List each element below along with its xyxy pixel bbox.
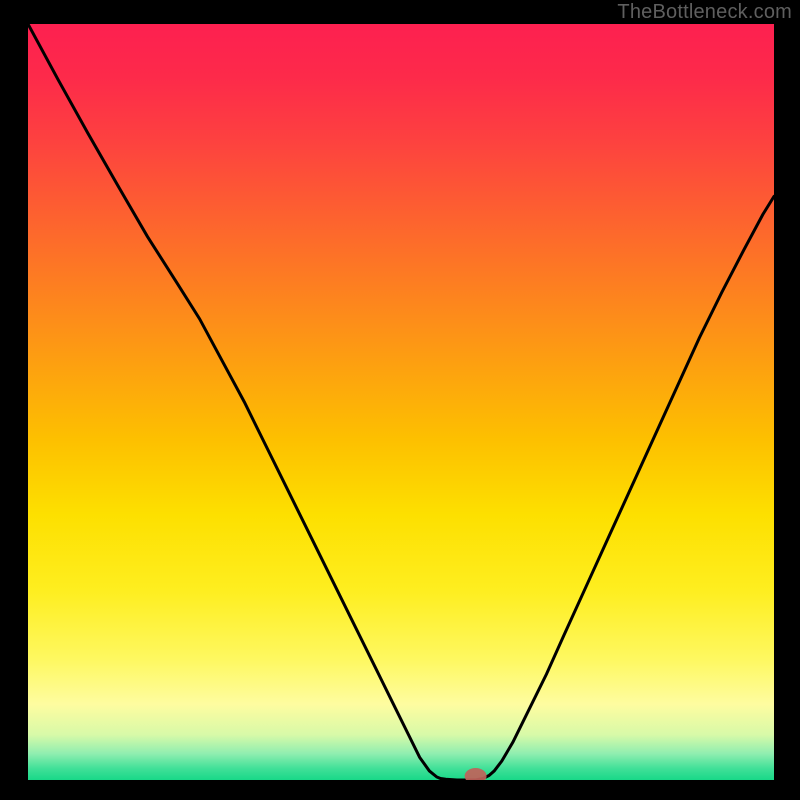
figure-frame: TheBottleneck.com [0,0,800,800]
gradient-background [28,24,774,780]
plot-svg [28,24,774,780]
plot-area [28,24,774,780]
watermark-text: TheBottleneck.com [617,0,792,24]
